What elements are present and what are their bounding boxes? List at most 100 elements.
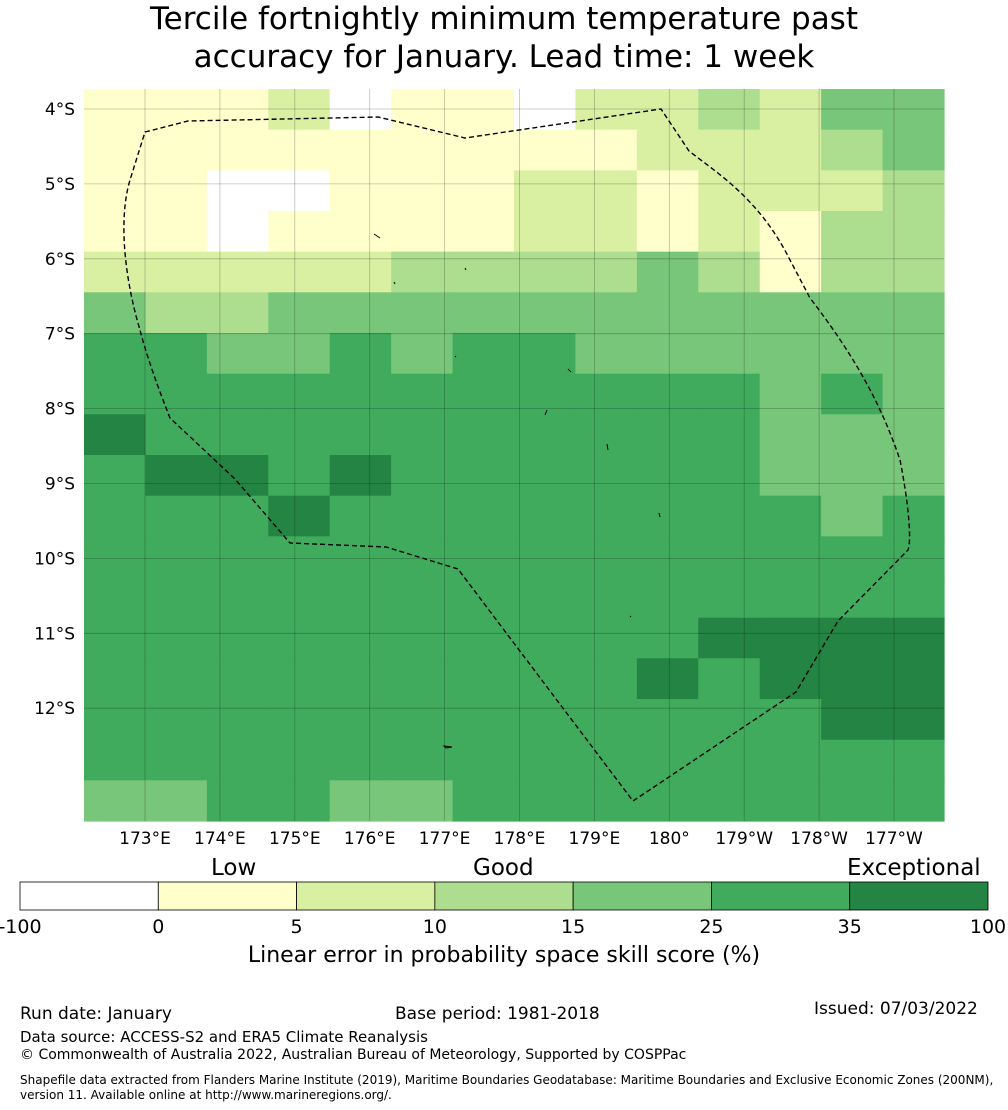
skill-cell [821, 333, 884, 375]
colorbar-tick-label: 35 [838, 916, 862, 938]
skill-cell [84, 699, 147, 741]
run-date: Run date: January [20, 1004, 172, 1024]
skill-cell [821, 129, 884, 171]
skill-cell [329, 292, 392, 334]
skill-cell [882, 617, 945, 659]
skill-cell [575, 617, 638, 659]
legend-category-exceptional: Exceptional [847, 855, 981, 881]
skill-cell [329, 170, 392, 212]
skill-cell [84, 170, 147, 212]
skill-cell [636, 251, 699, 293]
skill-cell [636, 373, 699, 415]
skill-cell [145, 414, 208, 456]
colorbar-tick-label: 5 [291, 916, 303, 938]
skill-cell [514, 170, 577, 212]
skill-cell [206, 414, 269, 456]
skill-cell [514, 617, 577, 659]
skill-cell [268, 577, 331, 619]
skill-cell [268, 251, 331, 293]
skill-cell [759, 617, 822, 659]
skill-cell [452, 211, 515, 253]
skill-cell [759, 89, 822, 131]
skill-cell [391, 617, 454, 659]
skill-cell [145, 658, 208, 700]
skill-cell [821, 699, 884, 741]
skill-cell [84, 414, 147, 456]
skill-cell [84, 495, 147, 537]
skill-cell [84, 129, 147, 171]
skill-cell [698, 211, 761, 253]
skill-cell [882, 414, 945, 456]
skill-cell [145, 495, 208, 537]
skill-cell [636, 739, 699, 781]
skill-cell [636, 129, 699, 171]
skill-cell [575, 780, 638, 822]
skill-cell [514, 292, 577, 334]
skill-cell [84, 780, 147, 822]
skill-cell [268, 699, 331, 741]
skill-cell [698, 739, 761, 781]
skill-cell [821, 617, 884, 659]
map-gridlines [84, 89, 944, 821]
skill-cell [636, 699, 699, 741]
skill-cell [452, 455, 515, 497]
skill-cell [882, 129, 945, 171]
latitude-label: 12°S [34, 699, 75, 719]
skill-cell [329, 699, 392, 741]
skill-cell [821, 251, 884, 293]
skill-grid-cells [84, 89, 945, 822]
skill-cell [84, 577, 147, 619]
skill-cell [514, 495, 577, 537]
colorbar-swatch [434, 881, 574, 911]
skill-cell [759, 170, 822, 212]
colorbar-label: Linear error in probability space skill … [247, 943, 761, 968]
skill-cell [268, 292, 331, 334]
island [629, 615, 632, 618]
issued-date: Issued: 07/03/2022 [814, 999, 978, 1019]
skill-cell [206, 739, 269, 781]
skill-cell [698, 251, 761, 293]
skill-cell [759, 495, 822, 537]
skill-cell [145, 292, 208, 334]
skill-cell [206, 780, 269, 822]
skill-cell [759, 129, 822, 171]
skill-cell [821, 739, 884, 781]
skill-cell [514, 129, 577, 171]
skill-cell [514, 251, 577, 293]
title-line-1: Tercile fortnightly minimum temperature … [150, 1, 858, 37]
latitude-label: 10°S [34, 549, 75, 569]
island [606, 443, 609, 451]
skill-cell [514, 780, 577, 822]
skill-cell [636, 536, 699, 578]
skill-cell [514, 414, 577, 456]
skill-cell [698, 333, 761, 375]
skill-cell [391, 414, 454, 456]
skill-cell [636, 658, 699, 700]
skill-cell [206, 373, 269, 415]
skill-cell [882, 739, 945, 781]
longitude-label: 178°W [790, 829, 848, 849]
skill-cell [698, 292, 761, 334]
skill-cell [391, 699, 454, 741]
skill-cell [268, 414, 331, 456]
skill-cell [145, 617, 208, 659]
skill-cell [145, 780, 208, 822]
skill-cell [882, 251, 945, 293]
island [373, 233, 381, 239]
skill-cell [84, 658, 147, 700]
latitude-label: 7°S [45, 325, 75, 345]
skill-cell [636, 577, 699, 619]
skill-cell [145, 170, 208, 212]
skill-cell [821, 414, 884, 456]
island [393, 281, 396, 285]
skill-cell [636, 292, 699, 334]
skill-cell [391, 780, 454, 822]
skill-cell [206, 292, 269, 334]
skill-cell [329, 577, 392, 619]
skill-cell [145, 536, 208, 578]
skill-cell [329, 495, 392, 537]
skill-cell [145, 739, 208, 781]
latitude-label: 9°S [45, 475, 75, 495]
skill-cell [329, 617, 392, 659]
skill-cell [698, 455, 761, 497]
